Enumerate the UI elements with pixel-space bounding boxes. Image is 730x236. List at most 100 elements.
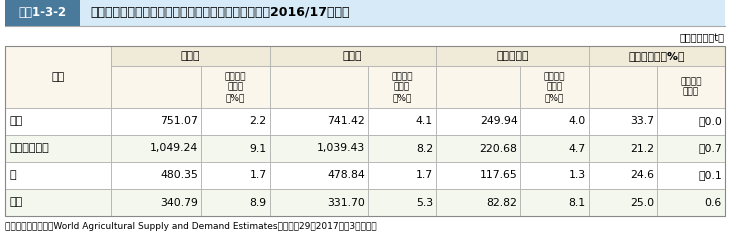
Bar <box>269 135 368 162</box>
Text: 対前年度
増減差: 対前年度 増減差 <box>680 77 702 97</box>
Bar <box>520 108 588 135</box>
Text: 期末在庫率（%）: 期末在庫率（%） <box>629 51 685 61</box>
Text: 4.1: 4.1 <box>416 117 433 126</box>
Bar <box>201 108 269 135</box>
Bar <box>520 189 588 216</box>
Bar <box>657 108 725 135</box>
Bar <box>112 189 201 216</box>
Bar <box>112 108 201 135</box>
Bar <box>436 66 520 108</box>
Bar <box>5 108 112 135</box>
Text: 220.68: 220.68 <box>480 143 518 153</box>
Text: 8.9: 8.9 <box>250 198 266 207</box>
Text: 24.6: 24.6 <box>630 170 654 181</box>
Bar <box>5 135 112 162</box>
Bar <box>201 162 269 189</box>
Bar <box>520 135 588 162</box>
Text: －0.0: －0.0 <box>698 117 722 126</box>
Bar <box>588 189 657 216</box>
Text: 9.1: 9.1 <box>250 143 266 153</box>
Bar <box>588 108 657 135</box>
Bar <box>112 162 201 189</box>
Bar <box>657 162 725 189</box>
Bar <box>269 46 436 66</box>
Text: 21.2: 21.2 <box>630 143 654 153</box>
Bar <box>368 108 436 135</box>
Bar <box>201 189 269 216</box>
Text: 340.79: 340.79 <box>161 198 199 207</box>
Text: 1,049.24: 1,049.24 <box>150 143 199 153</box>
Bar <box>5 189 112 216</box>
Text: 図表1-3-2: 図表1-3-2 <box>18 7 66 20</box>
Text: 小麦: 小麦 <box>10 117 23 126</box>
Text: （単位：百万t）: （単位：百万t） <box>680 33 725 43</box>
Bar <box>269 66 368 108</box>
Bar <box>657 135 725 162</box>
Text: 25.0: 25.0 <box>630 198 654 207</box>
Bar <box>368 66 436 108</box>
Bar <box>368 135 436 162</box>
Text: 249.94: 249.94 <box>480 117 518 126</box>
Text: 0.6: 0.6 <box>704 198 722 207</box>
Bar <box>657 189 725 216</box>
Text: 米: 米 <box>10 170 17 181</box>
Bar <box>112 135 201 162</box>
Bar <box>588 162 657 189</box>
Text: 2.2: 2.2 <box>250 117 266 126</box>
Text: 478.84: 478.84 <box>327 170 365 181</box>
Text: 741.42: 741.42 <box>327 117 365 126</box>
Text: 1.7: 1.7 <box>250 170 266 181</box>
Bar <box>269 108 368 135</box>
Bar <box>588 135 657 162</box>
Bar <box>5 46 112 108</box>
Text: 480.35: 480.35 <box>161 170 199 181</box>
Bar <box>201 135 269 162</box>
Bar <box>5 0 725 26</box>
Text: 8.2: 8.2 <box>416 143 433 153</box>
Bar <box>520 162 588 189</box>
Text: 117.65: 117.65 <box>480 170 518 181</box>
Text: 33.7: 33.7 <box>630 117 654 126</box>
Bar <box>269 162 368 189</box>
Text: 4.0: 4.0 <box>569 117 585 126</box>
Text: 品目: 品目 <box>52 72 65 82</box>
Bar <box>368 162 436 189</box>
Bar <box>5 0 80 26</box>
Text: 生産量: 生産量 <box>181 51 200 61</box>
Bar <box>657 66 725 108</box>
Bar <box>588 46 725 66</box>
Bar <box>201 66 269 108</box>
Text: 大豆: 大豆 <box>10 198 23 207</box>
Text: 82.82: 82.82 <box>487 198 518 207</box>
Text: 対前年度
増減率
（%）: 対前年度 増減率 （%） <box>544 72 565 102</box>
Bar <box>588 66 657 108</box>
Text: 対前年度
増減率
（%）: 対前年度 増減率 （%） <box>225 72 246 102</box>
Bar <box>5 162 112 189</box>
Text: 751.07: 751.07 <box>161 117 199 126</box>
Text: 1.3: 1.3 <box>569 170 585 181</box>
Text: とうもろこし: とうもろこし <box>10 143 50 153</box>
Bar <box>436 108 520 135</box>
Text: 1,039.43: 1,039.43 <box>317 143 365 153</box>
Text: 世界全体の穀物等の生産量、消費量、期末在庫量等（2016/17年度）: 世界全体の穀物等の生産量、消費量、期末在庫量等（2016/17年度） <box>90 7 350 20</box>
Bar <box>436 135 520 162</box>
Text: 5.3: 5.3 <box>416 198 433 207</box>
Bar <box>436 189 520 216</box>
Text: 1.7: 1.7 <box>416 170 433 181</box>
Text: 331.70: 331.70 <box>327 198 365 207</box>
Text: －0.7: －0.7 <box>699 143 722 153</box>
Bar <box>436 162 520 189</box>
Text: 対前年度
増減率
（%）: 対前年度 増減率 （%） <box>391 72 412 102</box>
Text: 資料：米国農務省「World Agricultural Supply and Demand Estimates」（平成29（2017）年3月時点）: 資料：米国農務省「World Agricultural Supply and D… <box>5 222 377 231</box>
Bar <box>368 189 436 216</box>
Text: －0.1: －0.1 <box>699 170 722 181</box>
Text: 4.7: 4.7 <box>569 143 585 153</box>
Bar <box>112 66 201 108</box>
Bar <box>112 46 269 66</box>
Bar <box>269 189 368 216</box>
Bar <box>436 46 588 66</box>
Text: 8.1: 8.1 <box>569 198 585 207</box>
Text: 消費量: 消費量 <box>343 51 363 61</box>
Bar <box>520 66 588 108</box>
Text: 期末在庫量: 期末在庫量 <box>496 51 529 61</box>
